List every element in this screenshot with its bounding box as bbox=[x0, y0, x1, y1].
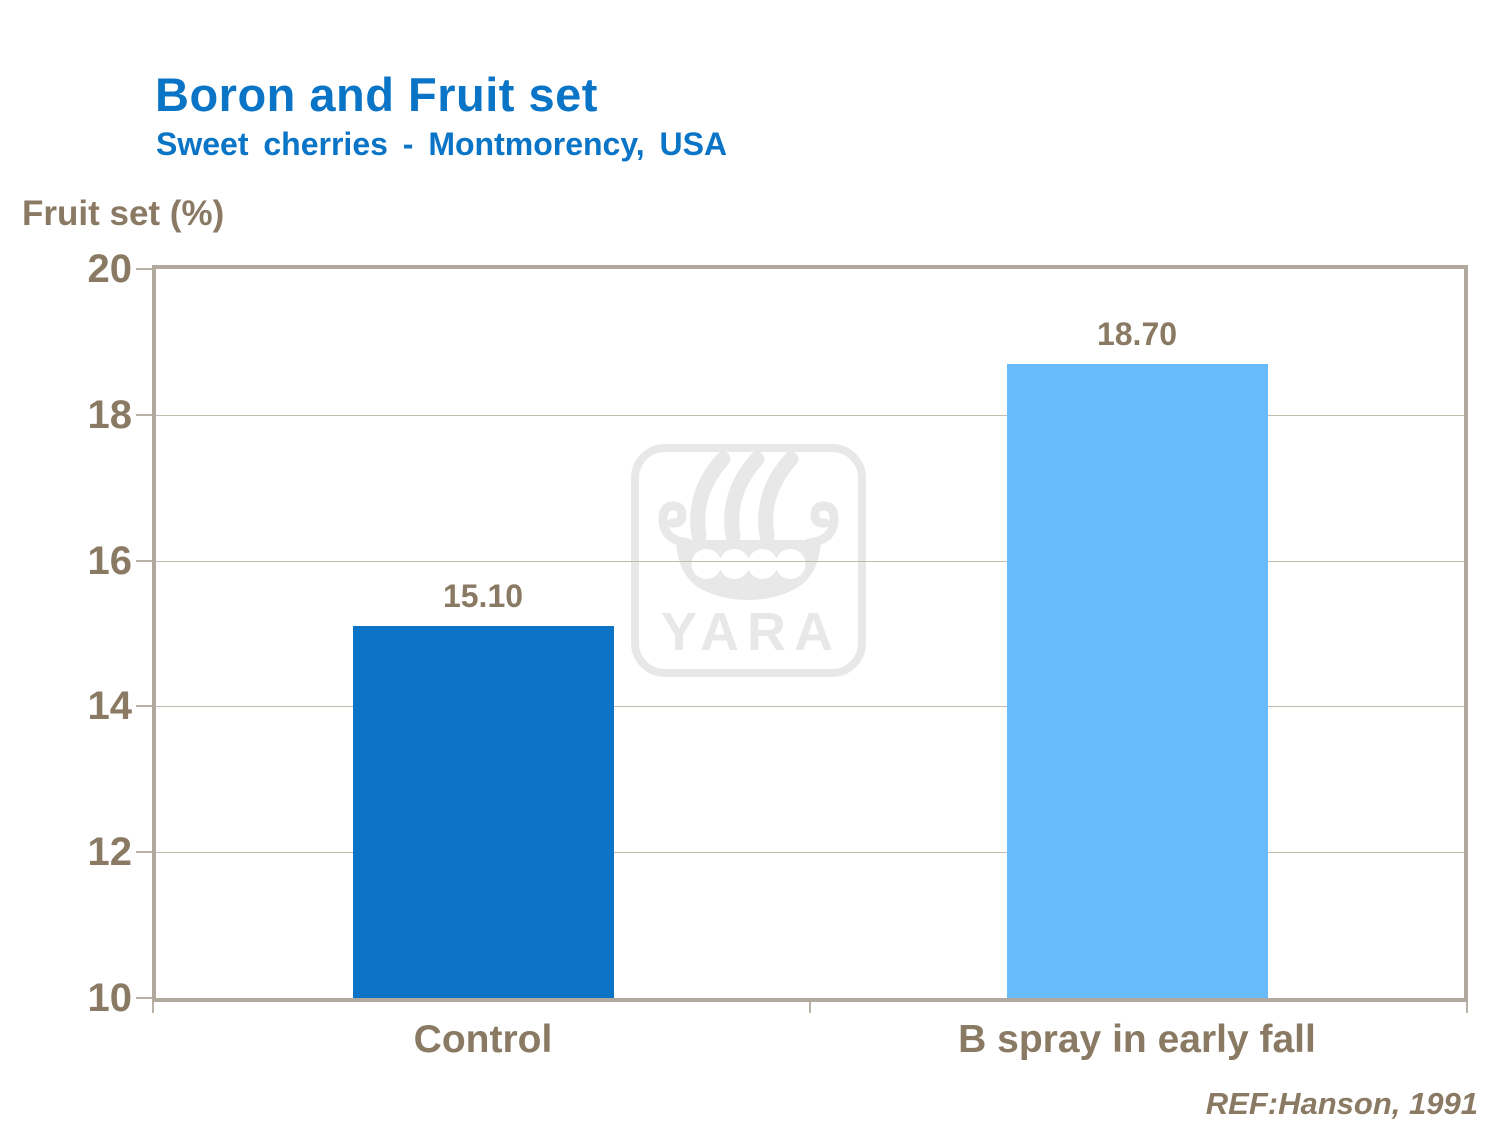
x-axis-tick bbox=[1466, 1002, 1468, 1013]
stern-curl-icon bbox=[658, 501, 693, 548]
gridline-14 bbox=[156, 706, 1464, 708]
x-category-label-control: Control bbox=[413, 1018, 553, 1061]
y-tick-mark bbox=[136, 705, 152, 708]
sail-crescent-icon bbox=[724, 451, 765, 544]
y-tick-label-18: 18 bbox=[87, 392, 133, 437]
x-axis-tick bbox=[152, 1002, 154, 1013]
bar-b-spray-in-early-fall bbox=[1006, 363, 1268, 998]
sail-crescent-icon bbox=[758, 451, 799, 544]
gridline-16 bbox=[156, 560, 1464, 562]
bar-control bbox=[352, 626, 614, 998]
y-tick-mark bbox=[136, 997, 152, 999]
shield-icon bbox=[691, 549, 722, 579]
gridline-12 bbox=[156, 852, 1464, 854]
plot-area: YARA 15.10 18.70 bbox=[152, 265, 1468, 1002]
y-axis-title: Fruit set (%) bbox=[22, 194, 225, 233]
y-tick-label-20: 20 bbox=[87, 247, 133, 291]
bar-value-label-b-spray-in-early-fall: 18.70 bbox=[1096, 315, 1178, 352]
y-tick-mark bbox=[136, 413, 152, 416]
sail-crescent-icon bbox=[690, 451, 731, 544]
y-tick-label-14: 14 bbox=[87, 684, 133, 729]
y-tick-mark bbox=[136, 559, 152, 562]
reference-text: REF:Hanson, 1991 bbox=[1205, 1086, 1478, 1121]
y-tick-label-12: 12 bbox=[87, 830, 133, 875]
shield-icon bbox=[719, 549, 750, 579]
y-tick-mark bbox=[136, 268, 152, 270]
prow-curl-icon bbox=[804, 501, 839, 548]
bar-value-label-control: 15.10 bbox=[442, 578, 524, 615]
gridline-18 bbox=[156, 414, 1464, 416]
yara-logo-watermark: YARA bbox=[631, 444, 866, 677]
y-tick-label-16: 16 bbox=[87, 538, 133, 583]
x-category-label-b-spray-in-early-fall: B spray in early fall bbox=[958, 1018, 1316, 1061]
chart-title: Boron and Fruit set bbox=[155, 68, 598, 121]
y-tick-label-10: 10 bbox=[87, 976, 133, 1020]
watermark-frame bbox=[631, 444, 866, 677]
shield-icon bbox=[747, 549, 778, 579]
y-tick-mark bbox=[136, 851, 152, 854]
chart-subtitle: Sweet cherries - Montmorency, USA bbox=[156, 126, 728, 162]
x-axis-tick bbox=[809, 1002, 811, 1013]
watermark-wordmark: YARA bbox=[661, 602, 841, 662]
shield-icon bbox=[775, 549, 806, 579]
